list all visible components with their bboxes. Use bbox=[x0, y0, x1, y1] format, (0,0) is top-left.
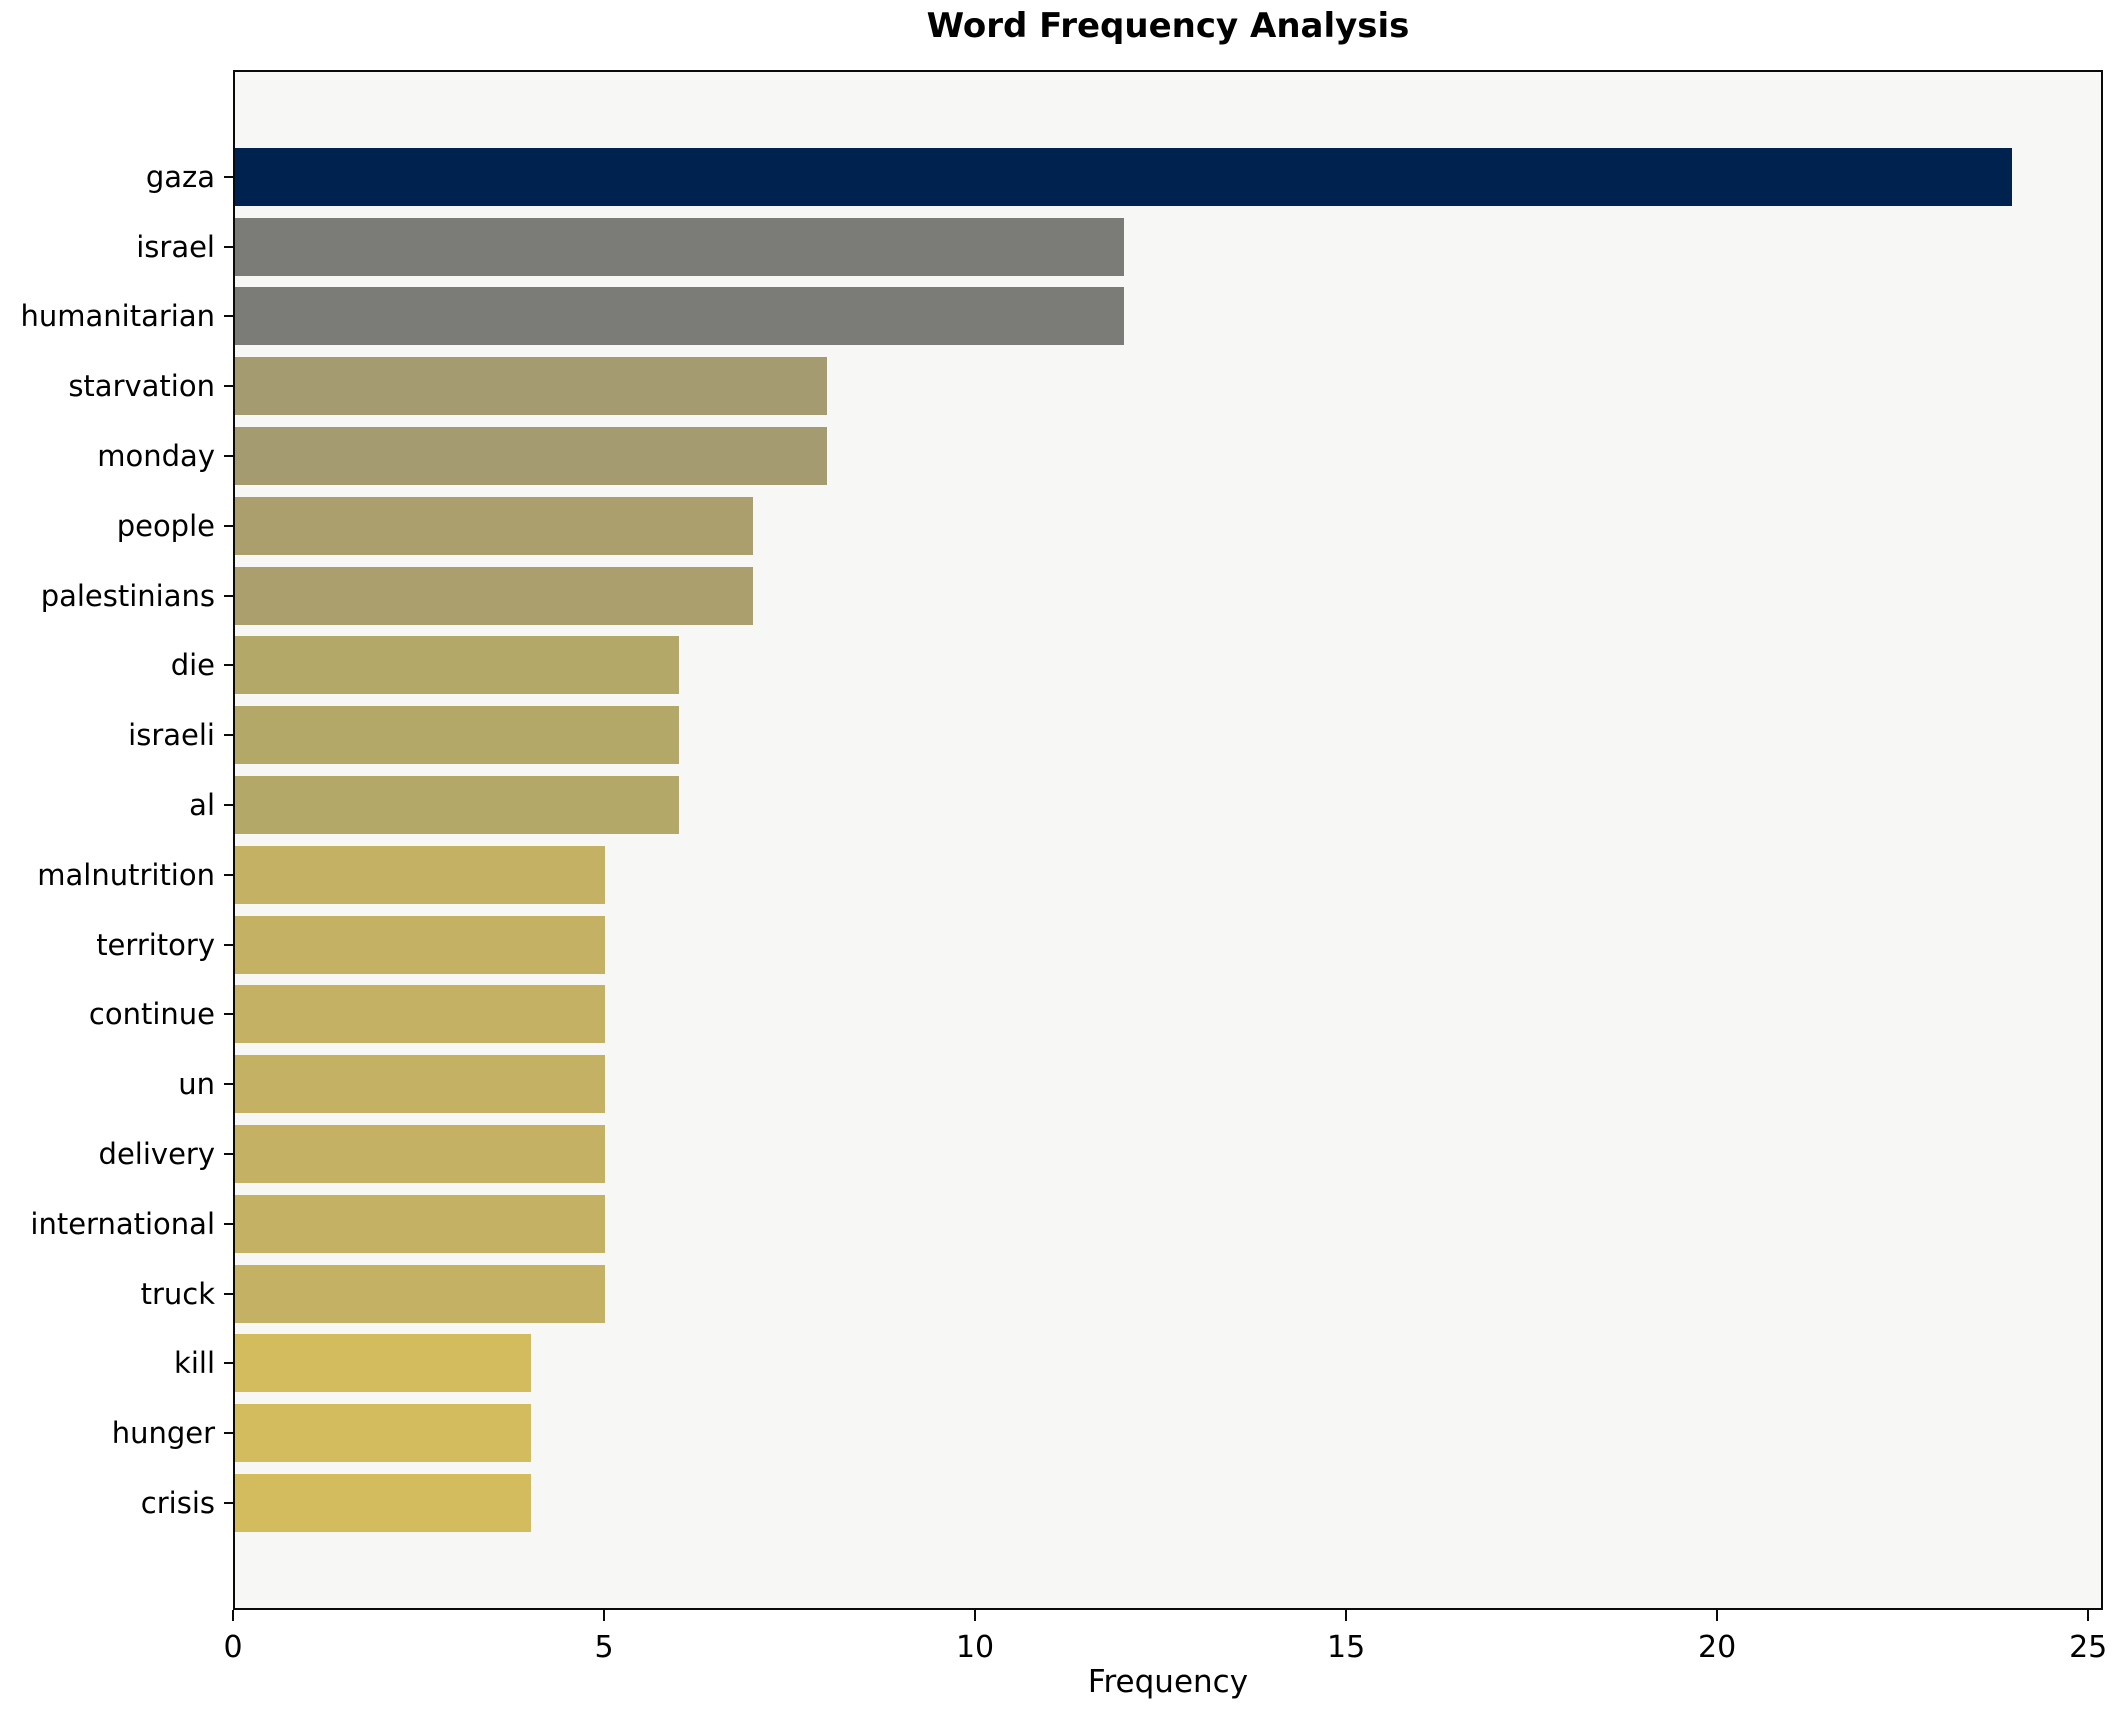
y-tick-label: hunger bbox=[111, 1416, 215, 1451]
frequency-bar bbox=[235, 845, 606, 904]
y-tick-mark bbox=[224, 734, 235, 737]
plot-area: gaza israel humanitarian starvation monday pe… bbox=[21, 70, 2103, 1610]
y-tick-label: un bbox=[178, 1067, 215, 1102]
bar-row: international bbox=[30, 1189, 2101, 1259]
bar-row: people bbox=[117, 491, 2101, 561]
bar-row: un bbox=[178, 1049, 2101, 1119]
bar-row: continue bbox=[89, 980, 2101, 1050]
y-tick-mark bbox=[224, 385, 235, 388]
y-tick-label: kill bbox=[174, 1346, 215, 1381]
y-tick-label: international bbox=[30, 1206, 215, 1241]
y-tick-label: monday bbox=[97, 439, 215, 474]
y-tick-mark bbox=[224, 245, 235, 248]
frequency-bar bbox=[235, 1334, 532, 1393]
bar-row: territory bbox=[96, 910, 2101, 980]
y-tick-label: crisis bbox=[140, 1486, 215, 1521]
frequency-bar bbox=[235, 1055, 606, 1114]
x-tick-label: 5 bbox=[594, 1630, 614, 1665]
x-tick-label: 20 bbox=[1698, 1630, 1737, 1665]
bar-row: israeli bbox=[128, 700, 2101, 770]
y-tick-label: israel bbox=[136, 229, 215, 264]
x-axis: 0 5 10 15 20 25 bbox=[223, 1610, 2107, 1665]
y-tick-label: die bbox=[170, 648, 215, 683]
bar-row: starvation bbox=[68, 351, 2101, 421]
y-tick-mark bbox=[224, 873, 235, 876]
y-tick-label: territory bbox=[96, 927, 215, 962]
frequency-bar bbox=[235, 1404, 532, 1463]
y-tick-label: israeli bbox=[128, 718, 215, 753]
x-tick-label: 25 bbox=[2069, 1630, 2108, 1665]
y-tick-mark bbox=[224, 664, 235, 667]
bar-row: gaza bbox=[146, 142, 2101, 212]
y-tick-mark bbox=[224, 594, 235, 597]
frequency-bar bbox=[235, 1125, 606, 1184]
bar-row: malnutrition bbox=[37, 840, 2101, 910]
y-tick-label: truck bbox=[140, 1276, 215, 1311]
frequency-bar bbox=[235, 1194, 606, 1253]
y-tick-mark bbox=[224, 1083, 235, 1086]
y-tick-label: palestinians bbox=[40, 578, 215, 613]
bar-row: humanitarian bbox=[21, 282, 2101, 352]
y-tick-label: al bbox=[189, 788, 215, 823]
bar-row: truck bbox=[141, 1259, 2101, 1329]
frequency-bar bbox=[235, 566, 754, 625]
x-tick-label: 15 bbox=[1327, 1630, 1366, 1665]
bar-row: hunger bbox=[112, 1398, 2101, 1468]
y-tick-mark bbox=[224, 175, 235, 178]
x-tick-mark bbox=[232, 1610, 234, 1621]
frequency-bar bbox=[235, 1264, 606, 1323]
x-tick-mark bbox=[1345, 1610, 1348, 1621]
chart-title: Word Frequency Analysis bbox=[926, 6, 1410, 46]
y-tick-mark bbox=[224, 1502, 235, 1505]
y-tick-label: gaza bbox=[145, 159, 215, 194]
y-tick-label: malnutrition bbox=[37, 857, 215, 892]
bar-row: crisis bbox=[141, 1468, 2101, 1538]
x-tick-label: 0 bbox=[223, 1630, 243, 1665]
frequency-bar bbox=[235, 217, 1124, 276]
y-tick-mark bbox=[224, 1362, 235, 1365]
frequency-bar bbox=[235, 496, 754, 555]
bar-row: monday bbox=[97, 421, 2101, 491]
x-tick-label: 10 bbox=[955, 1630, 995, 1665]
y-tick-label: delivery bbox=[98, 1137, 215, 1172]
frequency-bar bbox=[235, 985, 606, 1044]
x-tick-mark bbox=[2087, 1610, 2090, 1621]
frequency-bar bbox=[235, 776, 680, 835]
bar-row: delivery bbox=[99, 1119, 2101, 1189]
bar-row: al bbox=[189, 770, 2101, 840]
frequency-bar bbox=[235, 357, 828, 416]
y-tick-label: starvation bbox=[68, 369, 215, 404]
bar-row: palestinians bbox=[41, 561, 2101, 631]
frequency-bar bbox=[235, 706, 680, 765]
frequency-bar bbox=[235, 287, 1124, 346]
y-tick-mark bbox=[224, 524, 235, 527]
y-tick-mark bbox=[224, 943, 235, 946]
x-tick-mark bbox=[974, 1610, 977, 1621]
x-tick-mark bbox=[1716, 1610, 1719, 1621]
y-tick-label: continue bbox=[88, 997, 215, 1032]
x-axis-label: Frequency bbox=[1087, 1664, 1249, 1700]
y-tick-mark bbox=[224, 1292, 235, 1295]
frequency-bar bbox=[235, 636, 680, 695]
x-tick-mark bbox=[603, 1610, 606, 1621]
y-tick-mark bbox=[224, 1222, 235, 1225]
y-tick-label: people bbox=[116, 508, 215, 543]
frequency-bar bbox=[235, 427, 828, 486]
bar-rows-container: gaza israel humanitarian starvation monday pe… bbox=[21, 72, 2101, 1608]
frequency-bar bbox=[235, 915, 606, 974]
bar-row: die bbox=[171, 631, 2101, 701]
bar-row: kill bbox=[174, 1329, 2101, 1399]
frequency-bar bbox=[235, 147, 2013, 206]
y-tick-label: humanitarian bbox=[20, 299, 216, 334]
y-tick-mark bbox=[224, 804, 235, 807]
y-tick-mark bbox=[224, 315, 235, 318]
frequency-bar bbox=[235, 1474, 532, 1533]
y-tick-mark bbox=[224, 1432, 235, 1435]
y-tick-mark bbox=[224, 1013, 235, 1016]
bar-row: israel bbox=[136, 212, 2101, 282]
y-tick-mark bbox=[224, 1153, 235, 1156]
y-tick-mark bbox=[224, 455, 235, 458]
